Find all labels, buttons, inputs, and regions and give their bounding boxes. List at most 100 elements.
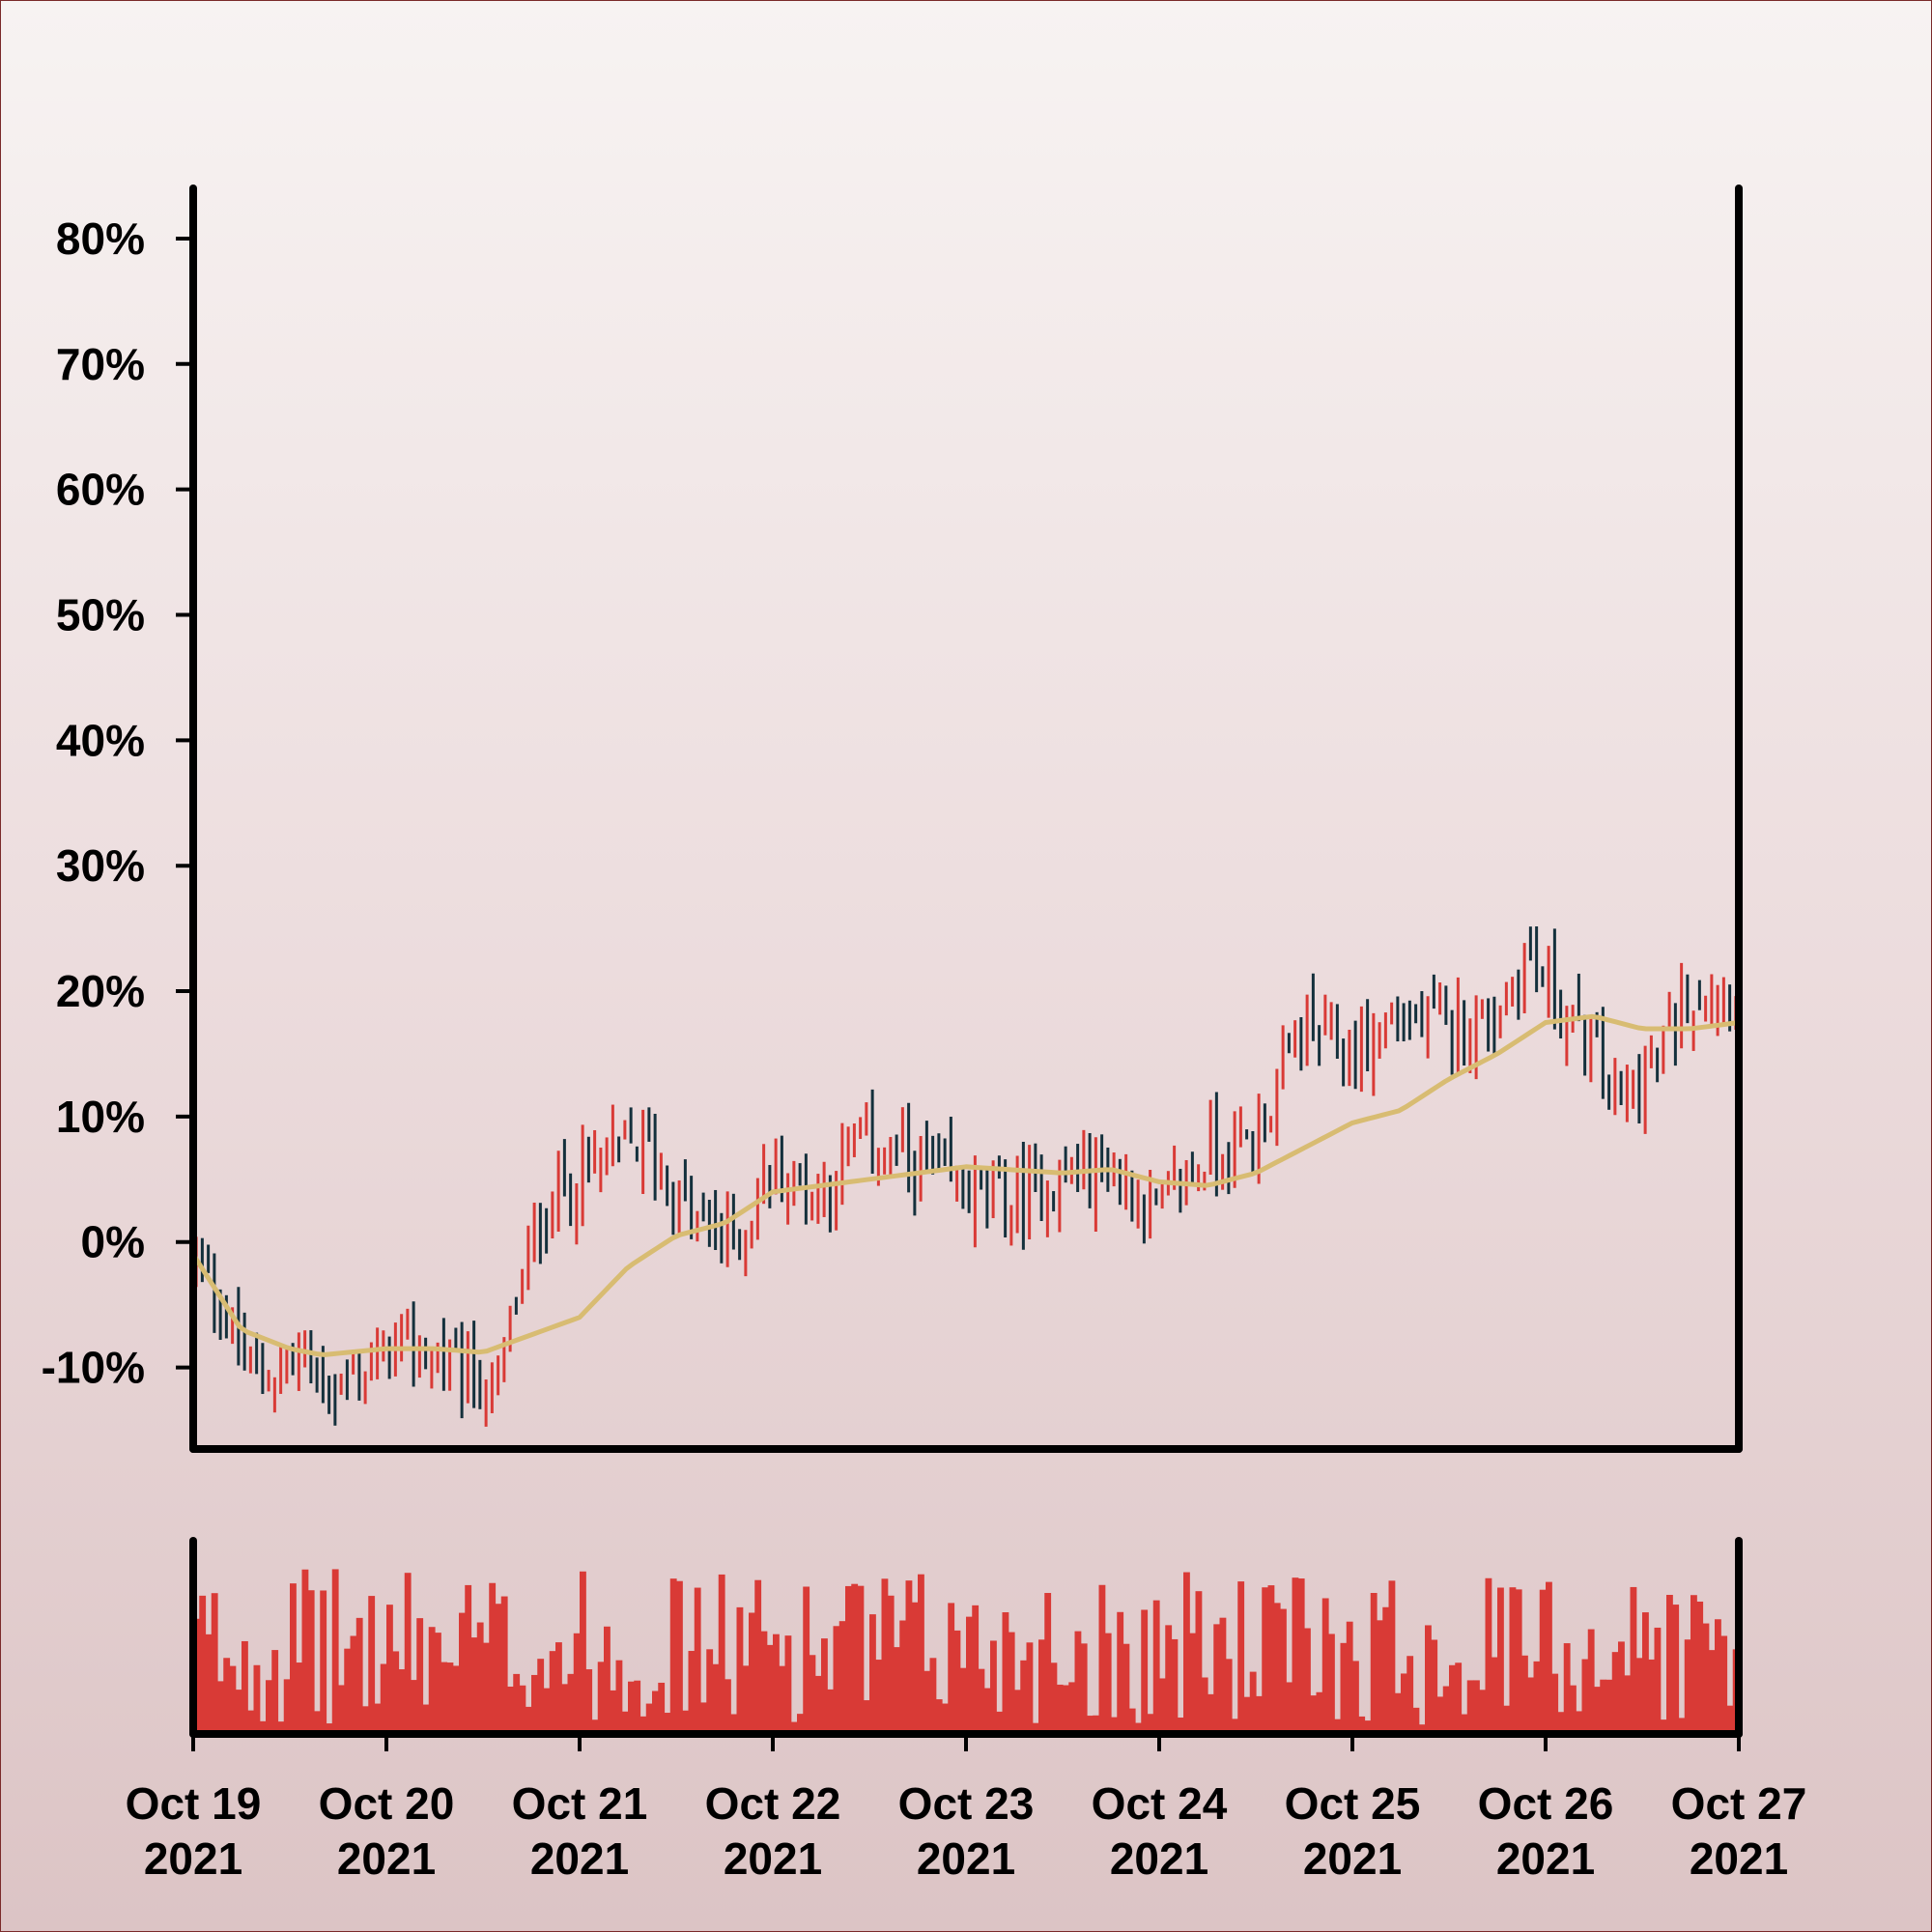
volume-bar xyxy=(983,1688,991,1734)
volume-bar xyxy=(597,1662,605,1734)
volume-bar xyxy=(1377,1620,1383,1734)
volume-bar xyxy=(489,1582,497,1734)
volume-bar xyxy=(476,1622,484,1734)
volume-bar xyxy=(266,1680,272,1734)
y-axis-ticks: 80% 70% 60% 50% 40% 30% 20% 10% 0% -10% xyxy=(42,213,193,1393)
y-tick-label: -10% xyxy=(42,1343,145,1393)
volume-bar xyxy=(422,1704,430,1734)
x-tick-year-label: 2021 xyxy=(1303,1833,1402,1884)
volume-bar xyxy=(1232,1719,1238,1734)
volume-bar xyxy=(929,1658,937,1734)
volume-bar xyxy=(604,1626,611,1734)
volume-bar xyxy=(1509,1587,1517,1734)
x-tick-label: Oct 26 xyxy=(1478,1778,1614,1829)
volume-bar xyxy=(1044,1593,1052,1734)
y-tick-label: 30% xyxy=(56,840,145,891)
x-tick-label: Oct 19 xyxy=(126,1778,262,1829)
y-tick-label: 20% xyxy=(56,966,145,1016)
ohlc-bars xyxy=(194,926,1738,1427)
volume-bar xyxy=(918,1574,924,1734)
volume-bar xyxy=(1485,1577,1492,1734)
volume-bar xyxy=(1316,1691,1323,1734)
x-tick-year-label: 2021 xyxy=(337,1833,436,1884)
x-tick-year-label: 2021 xyxy=(530,1833,629,1884)
volume-bar xyxy=(1715,1619,1721,1734)
volume-bar xyxy=(1014,1690,1021,1734)
volume-bar xyxy=(513,1673,521,1734)
volume-bar xyxy=(326,1723,333,1734)
volume-bar xyxy=(1635,1658,1643,1734)
volume-bar xyxy=(1177,1718,1184,1734)
volume-bar xyxy=(1249,1671,1257,1734)
volume-bar xyxy=(242,1640,248,1734)
volume-bar xyxy=(1189,1633,1197,1734)
volume-bar xyxy=(1642,1612,1649,1734)
volume-bar xyxy=(1563,1643,1571,1734)
volume-bar xyxy=(1696,1601,1704,1734)
volume-bar xyxy=(580,1571,586,1734)
volume-bar xyxy=(1570,1685,1577,1734)
volume-bar xyxy=(1466,1680,1474,1734)
volume-bar xyxy=(996,1711,1004,1734)
volume-bar xyxy=(1352,1661,1359,1734)
volume-bar xyxy=(1165,1625,1173,1734)
volume-bar xyxy=(905,1580,913,1734)
volume-bar xyxy=(615,1660,623,1734)
x-tick-year-label: 2021 xyxy=(1496,1833,1595,1884)
volume-bar xyxy=(235,1690,242,1734)
volume-bar xyxy=(1521,1655,1528,1734)
y-tick-label: 70% xyxy=(56,339,145,389)
volume-bar xyxy=(1171,1638,1179,1734)
y-tick-label: 80% xyxy=(56,213,145,264)
volume-bar xyxy=(797,1714,804,1734)
volume-bar xyxy=(1708,1650,1716,1734)
volume-bar xyxy=(555,1642,562,1734)
volume-bar xyxy=(863,1700,870,1734)
volume-bar xyxy=(338,1685,345,1734)
volume-bar xyxy=(790,1721,798,1734)
volume-bar xyxy=(1273,1603,1281,1734)
volume-bar xyxy=(1600,1679,1607,1734)
volume-bar xyxy=(1412,1707,1420,1734)
volume-bar xyxy=(1388,1580,1396,1734)
volume-bar xyxy=(435,1633,441,1734)
volume-bar xyxy=(887,1595,895,1734)
volume-bar xyxy=(1050,1662,1058,1734)
volume-bar xyxy=(591,1719,599,1734)
volume-bar xyxy=(724,1679,731,1734)
volume-bar xyxy=(1394,1692,1402,1734)
volume-bar xyxy=(1527,1677,1535,1734)
volume-bar xyxy=(1304,1628,1311,1734)
volume-bar xyxy=(1195,1591,1203,1734)
volume-bar xyxy=(543,1688,551,1734)
volume-bar xyxy=(942,1703,949,1734)
volume-bar xyxy=(500,1596,508,1734)
volume-bar xyxy=(923,1670,931,1734)
volume-bar xyxy=(1208,1693,1214,1734)
volume-bar xyxy=(1654,1627,1662,1734)
volume-bar xyxy=(483,1642,490,1734)
volume-bar xyxy=(301,1569,309,1734)
volume-bar xyxy=(712,1663,720,1734)
volume-bar xyxy=(1334,1719,1342,1734)
volume-bar xyxy=(1630,1586,1637,1734)
volume-bar xyxy=(368,1596,376,1734)
volume-bar xyxy=(362,1706,369,1734)
volume-bar xyxy=(1213,1624,1221,1734)
volume-bar xyxy=(990,1640,997,1734)
volume-bar xyxy=(1576,1711,1583,1734)
volume-bar xyxy=(229,1665,237,1734)
volume-bar xyxy=(1690,1595,1697,1734)
volume-bar xyxy=(1401,1673,1407,1734)
volume-bar xyxy=(1063,1685,1069,1734)
volume-bar xyxy=(1087,1716,1094,1734)
volume-bar xyxy=(1111,1717,1118,1734)
volume-bar xyxy=(223,1658,231,1734)
volume-bar xyxy=(1080,1643,1088,1734)
volume-bar xyxy=(694,1587,701,1734)
volume-bar xyxy=(972,1605,980,1734)
volume-bar xyxy=(718,1574,725,1734)
volume-bar xyxy=(374,1703,382,1734)
volume-bar xyxy=(1449,1664,1456,1734)
volume-bar xyxy=(935,1699,943,1734)
